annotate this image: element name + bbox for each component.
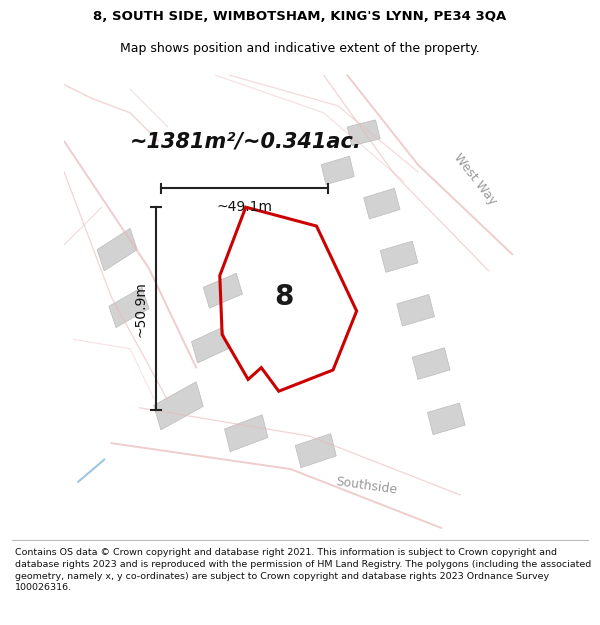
Text: Map shows position and indicative extent of the property.: Map shows position and indicative extent… [120,42,480,55]
Polygon shape [427,403,465,434]
Polygon shape [109,288,149,328]
Polygon shape [295,434,337,468]
Polygon shape [154,382,203,430]
Text: West Way: West Way [451,151,499,207]
Polygon shape [412,348,450,379]
Polygon shape [380,241,418,272]
Text: 8: 8 [274,283,293,311]
Polygon shape [203,273,242,308]
Polygon shape [191,328,228,363]
Text: ~1381m²/~0.341ac.: ~1381m²/~0.341ac. [130,131,362,151]
Text: Contains OS data © Crown copyright and database right 2021. This information is : Contains OS data © Crown copyright and d… [15,548,591,592]
Polygon shape [364,188,400,219]
Text: 8, SOUTH SIDE, WIMBOTSHAM, KING'S LYNN, PE34 3QA: 8, SOUTH SIDE, WIMBOTSHAM, KING'S LYNN, … [94,10,506,22]
Polygon shape [397,294,434,326]
Text: Southside: Southside [334,475,398,496]
Polygon shape [224,415,268,452]
Text: ~49.1m: ~49.1m [217,200,272,214]
Polygon shape [321,156,354,184]
Text: ~50.9m: ~50.9m [134,281,148,337]
Polygon shape [97,228,137,271]
Polygon shape [347,120,380,146]
